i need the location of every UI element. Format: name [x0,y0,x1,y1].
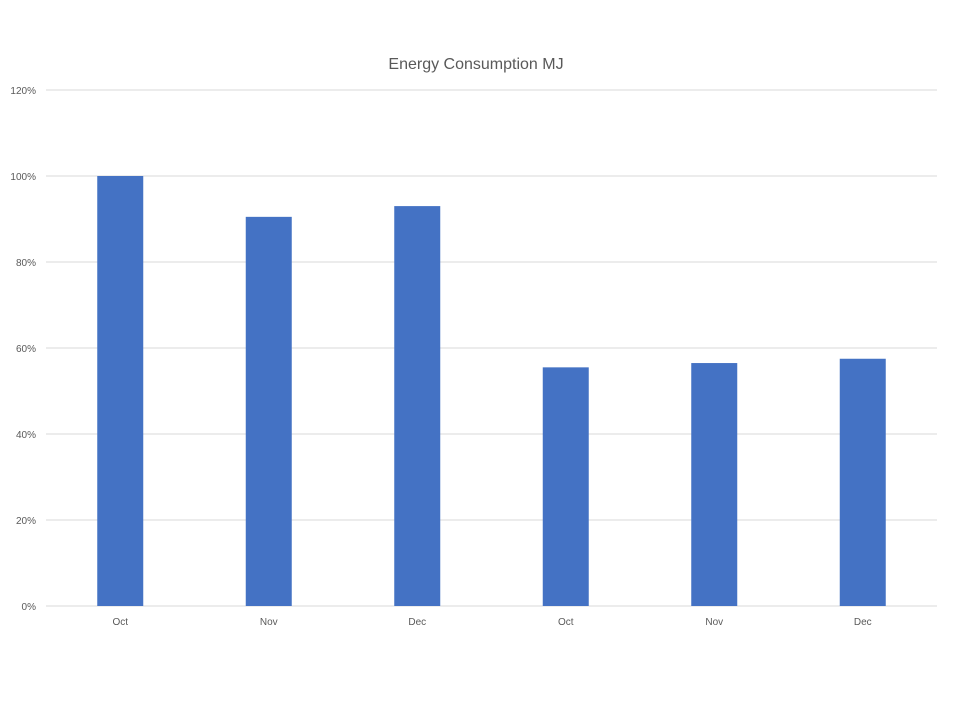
bar-nov-2 [245,216,292,606]
bars [97,176,886,606]
x-tick-label: Nov [705,617,723,628]
gridlines [46,89,937,607]
y-tick-label: 120% [10,86,36,97]
chart-title: Energy Consumption MJ [388,56,563,73]
bar-oct-1 [97,176,144,606]
y-tick-label: 100% [10,172,36,183]
x-axis-tick-labels: Oct Nov Dec Oct Nov Dec [112,617,871,628]
x-tick-label: Oct [112,617,128,628]
y-tick-label: 20% [16,516,36,527]
bar-nov-5 [691,363,738,606]
x-tick-label: Oct [558,617,574,628]
bar-oct-4 [542,367,589,606]
x-tick-label: Dec [854,617,872,628]
y-axis-tick-labels: 0% 20% 40% 60% 80% 100% 120% [10,86,36,613]
y-tick-label: 60% [16,344,36,355]
y-tick-label: 40% [16,430,36,441]
bar-dec-6 [839,358,886,606]
bar-dec-3 [394,206,441,606]
y-tick-label: 80% [16,258,36,269]
y-tick-label: 0% [22,602,37,613]
x-tick-label: Dec [408,617,426,628]
x-tick-label: Nov [260,617,278,628]
